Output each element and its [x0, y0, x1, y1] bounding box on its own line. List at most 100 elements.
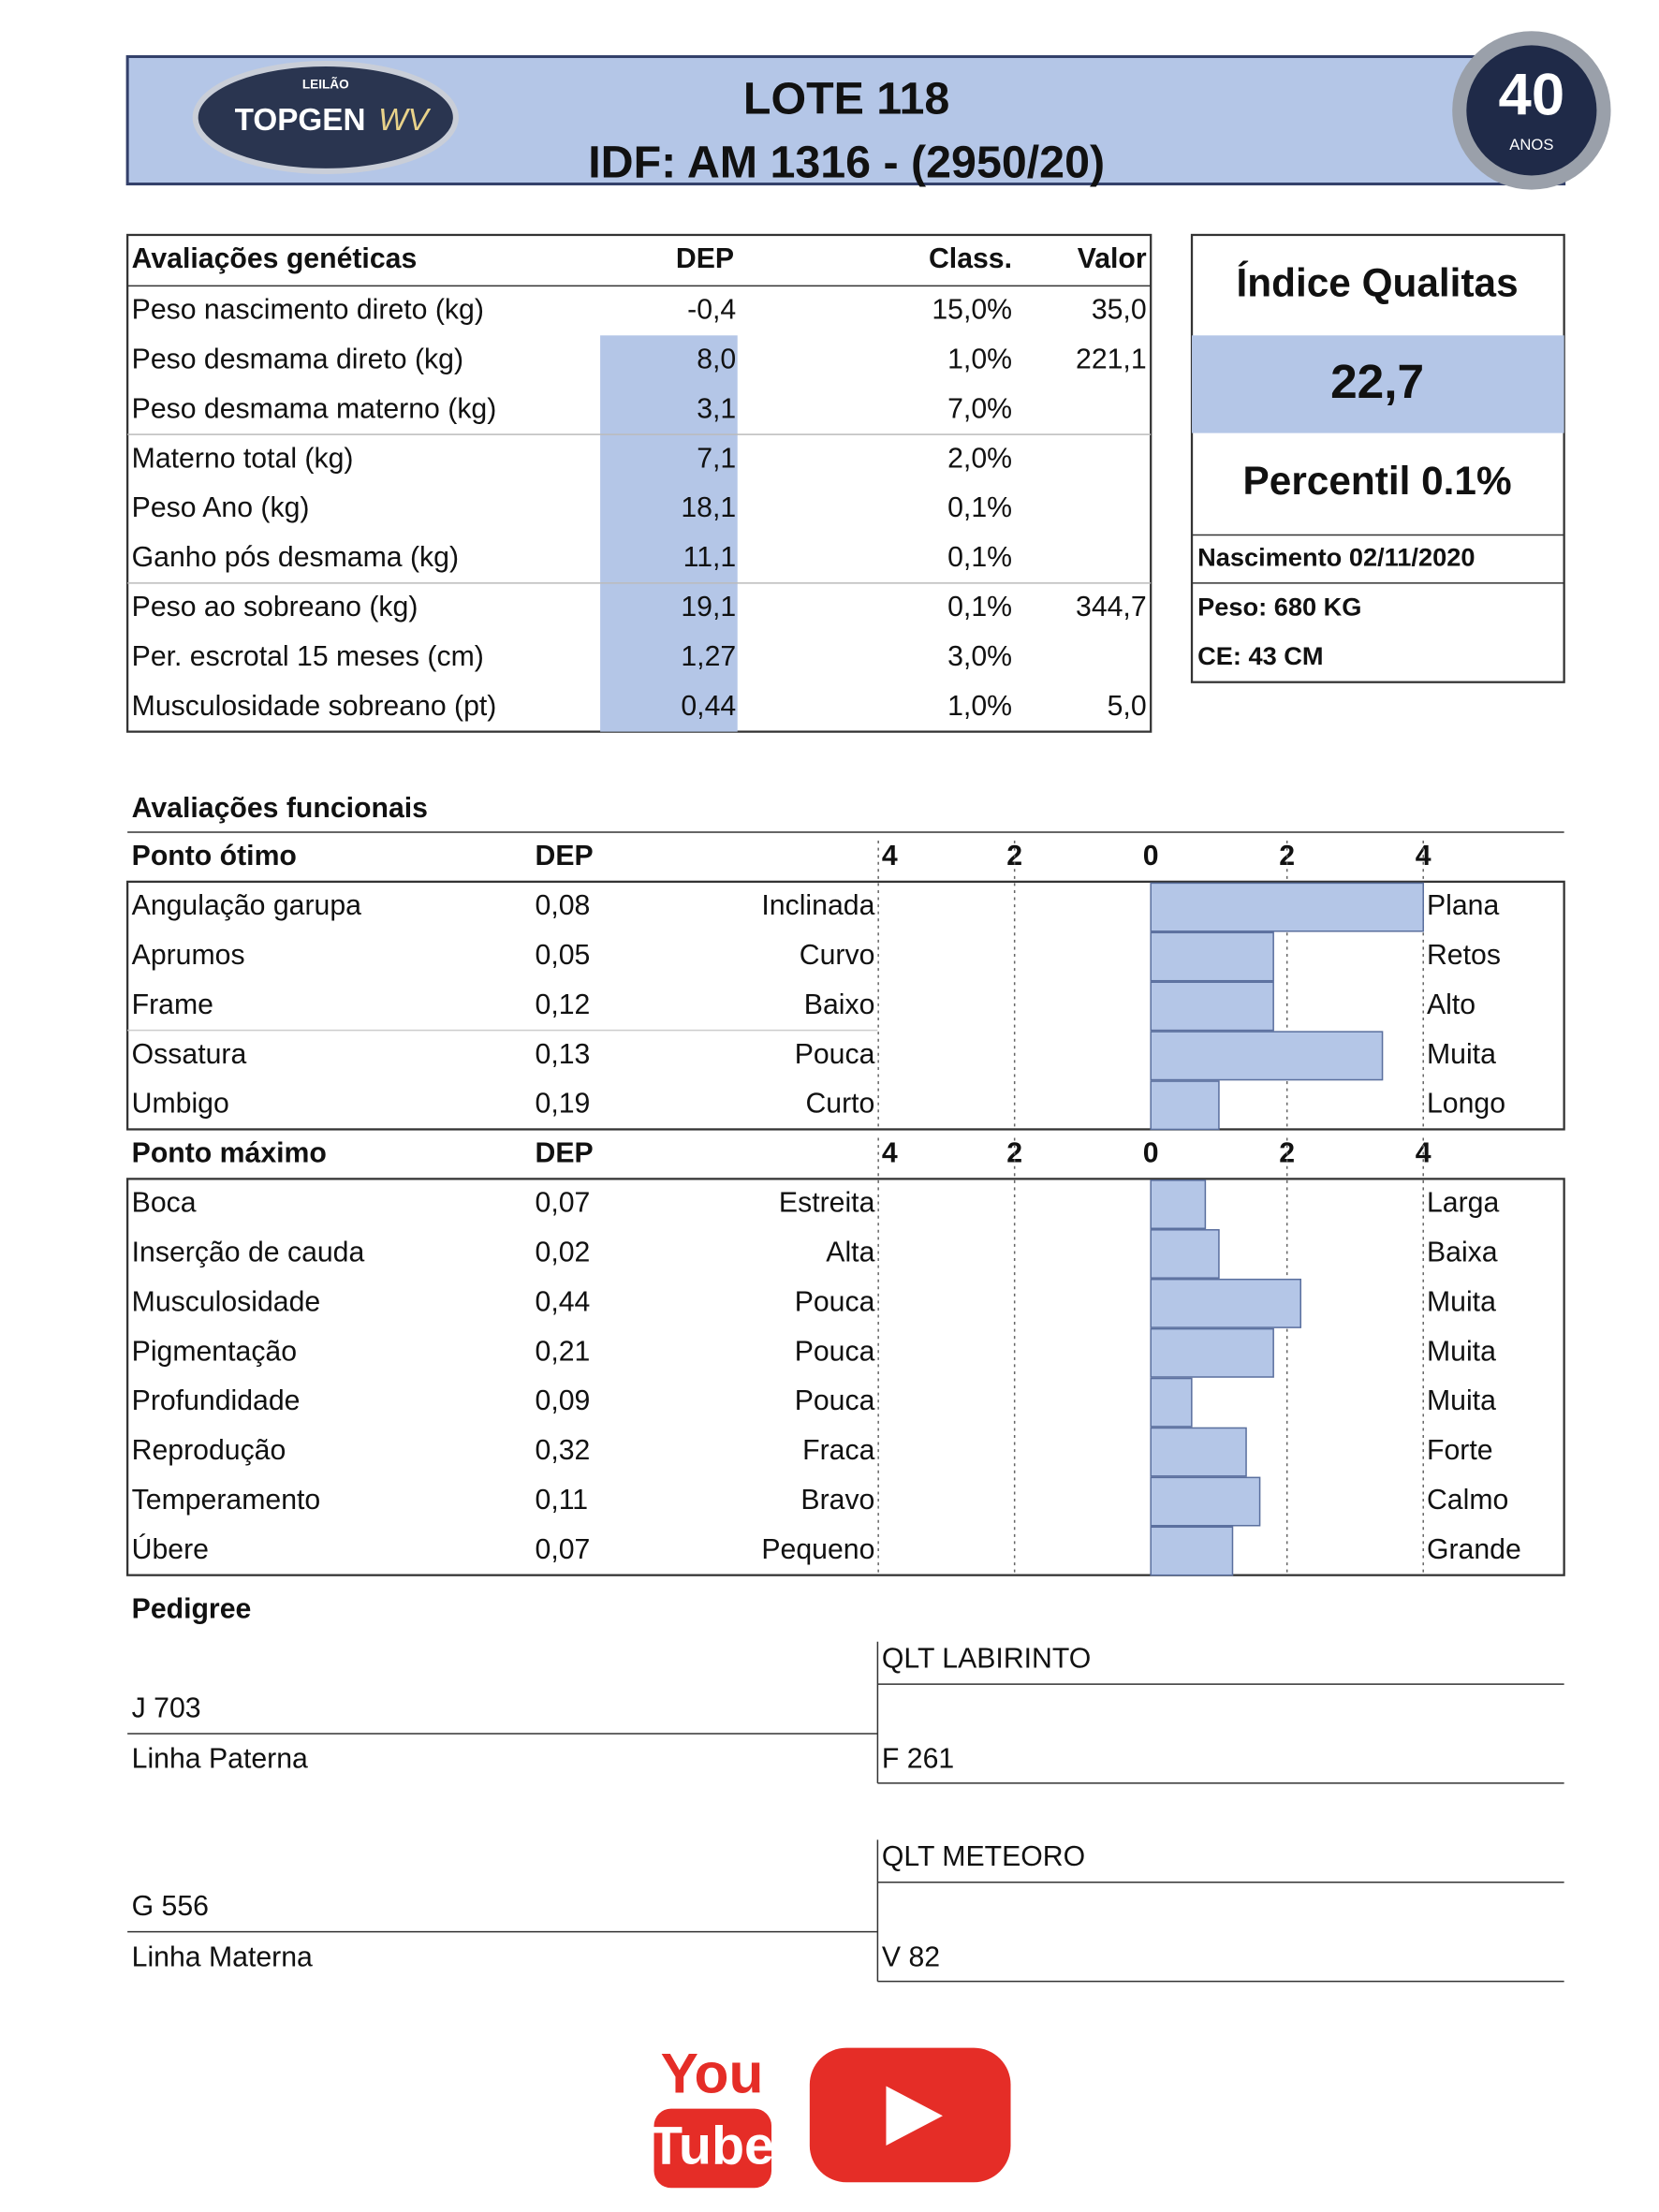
index-weight: Peso: 680 KG [1197, 592, 1361, 621]
high-label: Muita [1427, 1039, 1496, 1070]
x-tick-label: 0 [1143, 1138, 1159, 1169]
low-label: Estreita [779, 1188, 875, 1219]
high-label: Muita [1427, 1385, 1496, 1416]
genetics-dep: 11,1 [683, 542, 737, 573]
trait-dep: 0,44 [536, 1286, 591, 1317]
bar [1150, 1476, 1261, 1527]
index-ce: CE: 43 CM [1197, 641, 1324, 670]
group-frame [125, 880, 1565, 1131]
group-frame [125, 1178, 1565, 1576]
high-label: Longo [1427, 1089, 1505, 1120]
bar [1150, 1278, 1302, 1328]
badge-label: ANOS [1509, 136, 1553, 154]
bar [1150, 1080, 1220, 1131]
genetics-trait: Musculosidade sobreano (pt) [132, 691, 497, 722]
trait: Úbere [132, 1534, 209, 1565]
high-label: Retos [1427, 940, 1501, 971]
low-label: Pouca [795, 1039, 875, 1070]
trait-dep: 0,13 [536, 1039, 591, 1070]
trait: Aprumos [132, 940, 245, 971]
dam-sire: QLT METEORO [882, 1841, 1085, 1872]
genetics-trait: Per. escrotal 15 meses (cm) [132, 641, 484, 672]
trait: Profundidade [132, 1385, 301, 1416]
genetics-dep: 1,27 [681, 641, 736, 672]
bar [1150, 1327, 1274, 1378]
low-label: Pequeno [761, 1534, 874, 1565]
bar [1150, 1377, 1193, 1428]
trait-dep: 0,07 [536, 1188, 591, 1219]
genetics-class: 1,0% [947, 344, 1012, 375]
genetics-trait: Peso desmama direto (kg) [132, 344, 463, 375]
genetics-class: 0,1% [947, 542, 1012, 573]
genetics-value: 344,7 [1076, 592, 1147, 623]
genetics-trait: Peso Ano (kg) [132, 492, 310, 523]
index-title: Índice Qualitas [1237, 261, 1519, 305]
group-header: Ponto ótimo [132, 841, 297, 872]
bar [1150, 1526, 1234, 1576]
trait-dep: 0,12 [536, 989, 591, 1020]
genetics-value: 35,0 [1092, 295, 1147, 326]
low-label: Bravo [800, 1485, 874, 1516]
trait-dep: 0,21 [536, 1336, 591, 1367]
dam: G 556 [132, 1891, 209, 1922]
dep-header: DEP [536, 1138, 594, 1169]
bar [1150, 931, 1274, 982]
logo-small: LEILÃO [302, 77, 349, 91]
low-label: Fraca [802, 1435, 874, 1466]
genetics-class: 15,0% [932, 295, 1012, 326]
high-label: Larga [1427, 1188, 1499, 1219]
play-icon [886, 2086, 943, 2146]
bar [1150, 1229, 1220, 1279]
genetics-dep: 0,44 [681, 691, 736, 722]
genetics-dep: 18,1 [681, 492, 736, 523]
trait: Angulação garupa [132, 890, 361, 921]
trait-dep: 0,11 [536, 1485, 589, 1516]
logo-suffix: WV [378, 103, 431, 138]
genetics-trait: Peso nascimento direto (kg) [132, 295, 484, 326]
lot-subtitle: IDF: AM 1316 - (2950/20) [588, 138, 1105, 188]
dam-label: Linha Materna [132, 1941, 313, 1972]
trait-dep: 0,19 [536, 1089, 591, 1120]
high-label: Plana [1427, 890, 1499, 921]
youtube-tube[interactable]: Tube [650, 2117, 774, 2176]
sire: J 703 [132, 1692, 201, 1723]
youtube-tube-box[interactable] [653, 2108, 772, 2189]
trait: Frame [132, 989, 213, 1020]
bar [1150, 1031, 1384, 1081]
trait: Temperamento [132, 1485, 321, 1516]
trait-dep: 0,08 [536, 890, 591, 921]
high-label: Grande [1427, 1534, 1521, 1565]
low-label: Pouca [795, 1336, 875, 1367]
bar [1150, 882, 1424, 932]
trait: Inserção de cauda [132, 1237, 365, 1267]
genetics-dep: 7,1 [697, 443, 736, 474]
genetics-value: 5,0 [1108, 691, 1147, 722]
bar [1150, 981, 1274, 1032]
low-label: Pouca [795, 1286, 875, 1317]
genetics-class: 2,0% [947, 443, 1012, 474]
youtube-you[interactable]: You [661, 2041, 764, 2104]
high-label: Baixa [1427, 1237, 1498, 1267]
genetics-class: 0,1% [947, 592, 1012, 623]
high-label: Alto [1427, 989, 1475, 1020]
trait-dep: 0,32 [536, 1435, 591, 1466]
trait-dep: 0,02 [536, 1237, 591, 1267]
genetics-dep: 3,1 [697, 393, 736, 424]
genetics-trait: Peso ao sobreano (kg) [132, 592, 418, 623]
column-header: Valor [1078, 243, 1147, 274]
genetics-table: Avaliações genéticas DEP Class. Valor Peso n… [132, 243, 1147, 722]
high-label: Muita [1427, 1336, 1496, 1367]
genetics-dep: 19,1 [681, 592, 736, 623]
genetics-trait: Materno total (kg) [132, 443, 354, 474]
low-label: Curvo [800, 940, 875, 971]
trait: Musculosidade [132, 1286, 321, 1317]
bar [1150, 1427, 1247, 1477]
high-label: Forte [1427, 1435, 1493, 1466]
badge [1466, 45, 1597, 176]
sire-sire: QLT LABIRINTO [882, 1643, 1091, 1674]
high-label: Muita [1427, 1286, 1496, 1317]
genetics-dep: -0,4 [687, 295, 736, 326]
